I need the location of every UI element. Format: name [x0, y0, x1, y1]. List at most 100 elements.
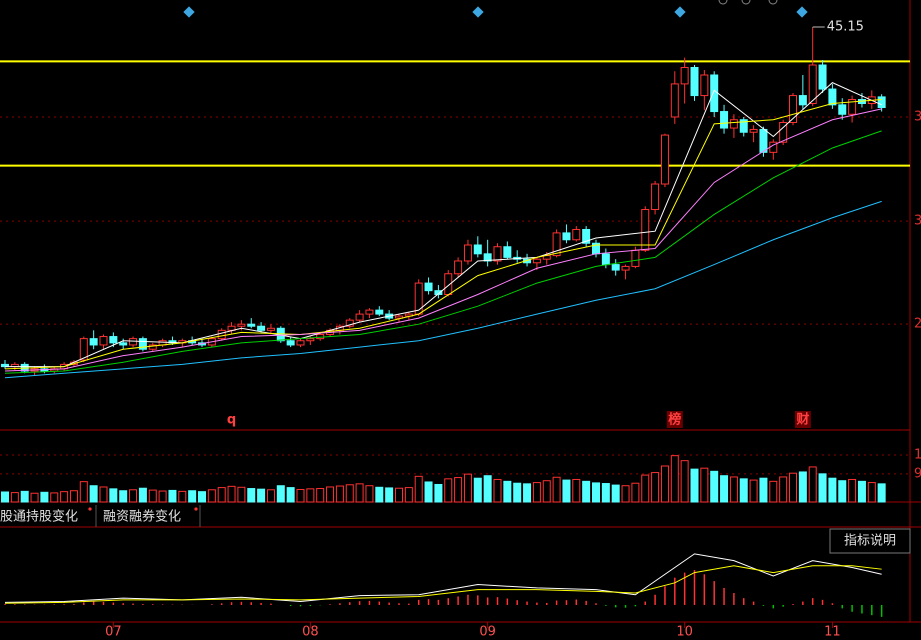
volume-bar [523, 483, 532, 503]
ma-line [4, 99, 882, 370]
volume-bar [542, 480, 551, 503]
x-tick-label: 11 [824, 625, 841, 640]
event-icon[interactable] [796, 6, 808, 18]
event-icon[interactable] [741, 0, 751, 5]
marker: q [227, 413, 236, 428]
candle-body [838, 104, 847, 115]
candle-body [99, 336, 108, 346]
candle-body [611, 264, 620, 271]
candle-body [562, 232, 571, 241]
candle-body [789, 95, 797, 123]
candle-body [454, 260, 463, 275]
volume-bar [562, 479, 571, 503]
ma-line [4, 200, 882, 379]
volume-bar [749, 479, 758, 503]
volume-bar [1, 491, 9, 503]
marker-bg [666, 411, 683, 428]
candle-body [572, 228, 581, 241]
volume-bar [316, 488, 325, 503]
candle-body [109, 336, 118, 344]
volume-bar [454, 477, 463, 503]
volume-bar [601, 483, 610, 503]
volume-bar [779, 476, 788, 503]
candle-body [670, 83, 679, 118]
marker: 财 [796, 412, 809, 428]
volume-bar [473, 477, 482, 503]
candle-body [119, 342, 128, 346]
volume-bar [266, 489, 275, 503]
volume-bar [690, 468, 699, 503]
candle-body [641, 209, 650, 251]
candle-body [582, 228, 591, 244]
event-icon[interactable] [472, 6, 484, 18]
candle-body [798, 95, 807, 106]
volume-bar [286, 487, 295, 503]
x-tick-label: 07 [105, 625, 122, 640]
volume-bar [670, 455, 679, 503]
tab-dot [194, 507, 198, 511]
candle-body [414, 282, 423, 315]
candle-body [552, 232, 561, 257]
ma-line [5, 82, 882, 368]
volume-bar [769, 480, 778, 503]
candle-body [129, 338, 138, 346]
candle-body [257, 325, 266, 331]
y-tick-label: 1 [914, 448, 921, 463]
volume-bar [641, 474, 650, 503]
volume-bar [828, 477, 837, 503]
candle-body [877, 96, 886, 109]
volume-bar [168, 489, 177, 503]
volume-bar [444, 478, 453, 503]
volume-bar [739, 478, 748, 503]
volume-bar [217, 487, 226, 503]
volume-bar [513, 482, 522, 503]
volume-bar [592, 482, 600, 503]
volume-bar [818, 473, 827, 503]
volume-bar [148, 489, 157, 503]
candle-body [247, 323, 256, 327]
volume-bar [710, 470, 719, 503]
volume-bar [257, 488, 266, 503]
tab[interactable]: 股通持股变化 [0, 509, 78, 525]
volume-bar [808, 466, 817, 503]
volume-bar [572, 478, 581, 503]
volume-bar [198, 491, 206, 503]
ma-line [4, 130, 882, 374]
volume-bar [395, 487, 403, 503]
candle-body [316, 333, 325, 340]
candle-body [690, 66, 699, 97]
volume-bar [129, 489, 138, 503]
volume-bar [631, 482, 640, 503]
candle-body [680, 66, 689, 85]
button[interactable] [829, 528, 911, 554]
y-tick-label: 3 [914, 214, 921, 229]
volume-bar [493, 478, 502, 503]
event-icon[interactable] [768, 0, 778, 5]
candle-body [493, 246, 502, 262]
volume-bar [89, 485, 98, 503]
candle-body [286, 340, 295, 346]
candle-body [217, 329, 226, 340]
tab[interactable]: 融资融券变化 [103, 509, 181, 525]
volume-bar [247, 488, 256, 503]
volume-bar [375, 486, 384, 503]
volume-bar [424, 481, 433, 503]
volume-bar [30, 492, 39, 503]
event-icon[interactable] [674, 6, 686, 18]
volume-bar [79, 481, 88, 503]
volume-bar [582, 480, 591, 503]
candle-body [463, 244, 472, 262]
candle-body [601, 253, 610, 266]
button-label[interactable]: 指标说明 [844, 534, 896, 549]
x-tick-label: 08 [302, 625, 319, 640]
volume-bar [237, 486, 246, 503]
volume-bar [385, 487, 394, 503]
candle-body [749, 128, 758, 133]
volume-bar [759, 477, 768, 503]
volume-bar [69, 490, 78, 503]
event-icon[interactable] [718, 0, 728, 5]
event-icon[interactable] [183, 6, 195, 18]
volume-bar [877, 483, 886, 503]
